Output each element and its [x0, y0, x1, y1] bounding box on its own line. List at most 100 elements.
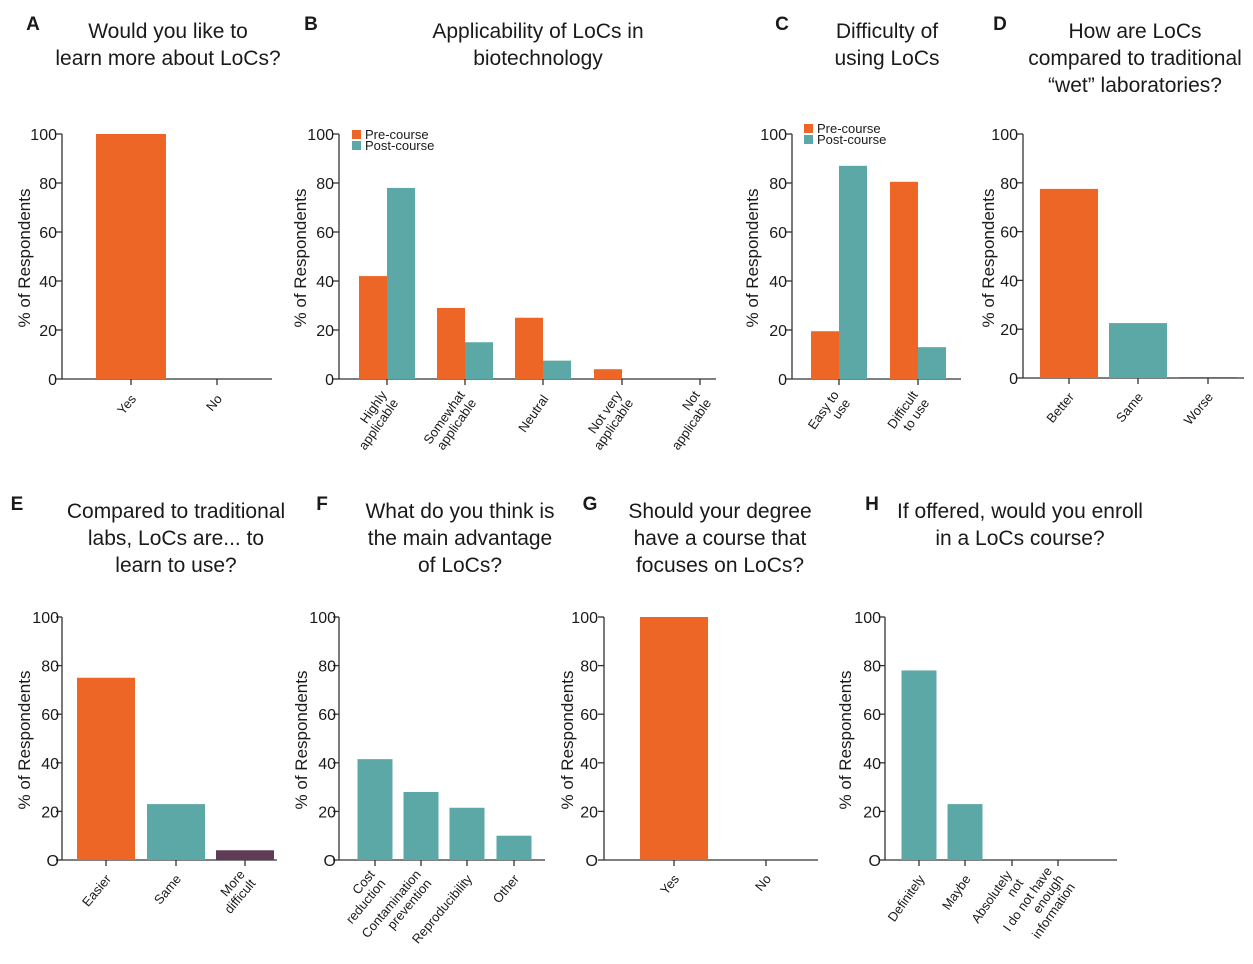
x-tick-label: Yes [114, 391, 139, 417]
legend-swatch-pre-course [352, 130, 361, 139]
y-tick-label: 40 [769, 274, 787, 291]
y-tick-label: O [586, 853, 598, 870]
panel-letter: E [11, 494, 24, 515]
bar [147, 804, 205, 860]
chart-title-line: learn to use? [115, 554, 236, 577]
legend-label: Pre-course [365, 127, 429, 142]
x-tick-label-line: Worse [1181, 390, 1216, 428]
panel-letter: C [775, 14, 789, 35]
bar [357, 759, 393, 860]
chart-title-line: biotechnology [473, 47, 603, 70]
bar [403, 791, 439, 860]
bar-pre-course [437, 307, 465, 379]
chart-title-line: How are LoCs [1068, 20, 1201, 43]
legend-swatch-pre-course [804, 124, 813, 133]
y-tick-label: 60 [318, 707, 336, 724]
x-tick-label: No [752, 872, 774, 894]
y-tick-label: 80 [1000, 176, 1018, 193]
y-tick-label: 20 [863, 804, 881, 821]
x-tick-label-line: Yes [114, 391, 139, 417]
y-tick-label: 80 [580, 659, 598, 676]
bar [449, 807, 485, 860]
x-tick-label: Easier [79, 871, 115, 909]
chart-title-line: Compared to traditional [67, 500, 285, 523]
x-tick-label: No [203, 392, 225, 414]
x-tick-label-line: No [752, 872, 774, 894]
bar-pre-course [890, 181, 918, 379]
y-tick-label: 40 [39, 274, 57, 291]
legend-swatch-post-course [804, 135, 813, 144]
y-tick-label: 100 [309, 610, 336, 627]
y-tick-label: 100 [991, 127, 1018, 144]
y-axis-label: % of Respondents [15, 189, 34, 328]
chart-title-line: Would you like to [88, 20, 248, 43]
x-tick-label-line: Maybe [939, 872, 974, 913]
bar-pre-course [811, 331, 839, 379]
x-tick-label-line: Other [490, 871, 523, 906]
bar-post-course [918, 347, 946, 379]
panel-letter: A [26, 14, 40, 35]
y-tick-label: 100 [854, 610, 881, 627]
y-tick-label: 40 [316, 274, 334, 291]
y-axis-label: % of Respondents [15, 671, 34, 810]
legend-swatch-post-course [352, 141, 361, 150]
bar-pre-course [594, 369, 622, 379]
x-tick-label: Yes [657, 871, 682, 897]
chart-title-line: “wet” laboratories? [1048, 74, 1222, 97]
x-tick-label: Other [490, 871, 523, 906]
bar-pre-course [515, 317, 543, 379]
y-axis-label: % of Respondents [836, 671, 855, 810]
x-tick-label: Better [1043, 389, 1077, 426]
bar [96, 134, 166, 379]
panel-F: F What do you think is the main advantage o… [292, 494, 555, 946]
panel-C: C Difficulty of using LoCs % of Respondents… [743, 14, 961, 434]
x-tick-label-line: Definitely [885, 872, 928, 925]
chart-title-line: If offered, would you enroll [897, 500, 1143, 523]
chart-title-line: focuses on LoCs? [636, 554, 804, 577]
y-tick-label: 100 [571, 610, 598, 627]
x-tick-label-line: No [203, 392, 225, 414]
bar [947, 804, 983, 860]
y-tick-label: 20 [318, 804, 336, 821]
y-tick-label: 40 [318, 756, 336, 773]
bar [901, 670, 937, 860]
legend-label: Pre-course [817, 121, 881, 136]
y-tick-label: 80 [863, 659, 881, 676]
y-tick-label: 60 [863, 707, 881, 724]
chart-title-line: Should your degree [628, 500, 811, 523]
panel-H: H If offered, would you enroll in a LoCs c… [836, 494, 1143, 941]
bar [1179, 377, 1237, 378]
y-tick-label: 40 [580, 756, 598, 773]
y-tick-label: 80 [41, 659, 59, 676]
y-tick-label: 60 [580, 707, 598, 724]
y-tick-label: O [869, 853, 881, 870]
chart-title-line: of LoCs? [418, 554, 502, 577]
y-tick-label: 100 [760, 127, 787, 144]
y-axis-label: % of Respondents [558, 671, 577, 810]
bar [640, 617, 708, 860]
y-tick-label: 40 [41, 756, 59, 773]
y-tick-label: 40 [1000, 273, 1018, 290]
x-tick-label: Same [1113, 390, 1146, 426]
chart-title-line: in a LoCs course? [935, 527, 1104, 550]
y-tick-label: 60 [39, 225, 57, 242]
y-tick-label: 20 [580, 804, 598, 821]
y-tick-label: 80 [769, 176, 787, 193]
x-tick-label-line: Same [151, 872, 184, 908]
chart-title-line: Applicability of LoCs in [432, 20, 643, 43]
chart-title-line: compared to traditional [1028, 47, 1242, 70]
x-tick-label: Maybe [939, 872, 974, 913]
panel-D: D How are LoCs compared to traditional “wet… [979, 14, 1244, 428]
bar-post-course [839, 165, 867, 379]
x-tick-label-line: Same [1113, 390, 1146, 426]
x-tick-label: Same [151, 872, 184, 908]
y-tick-label: 100 [307, 127, 334, 144]
y-tick-label: O [47, 853, 59, 870]
bar [496, 835, 532, 860]
panel-letter: D [993, 14, 1007, 35]
x-tick-label-line: Neutral [515, 392, 551, 435]
bar-pre-course [359, 276, 387, 379]
panel-G: G Should your degree have a course that foc… [558, 494, 818, 897]
y-tick-label: 40 [863, 756, 881, 773]
